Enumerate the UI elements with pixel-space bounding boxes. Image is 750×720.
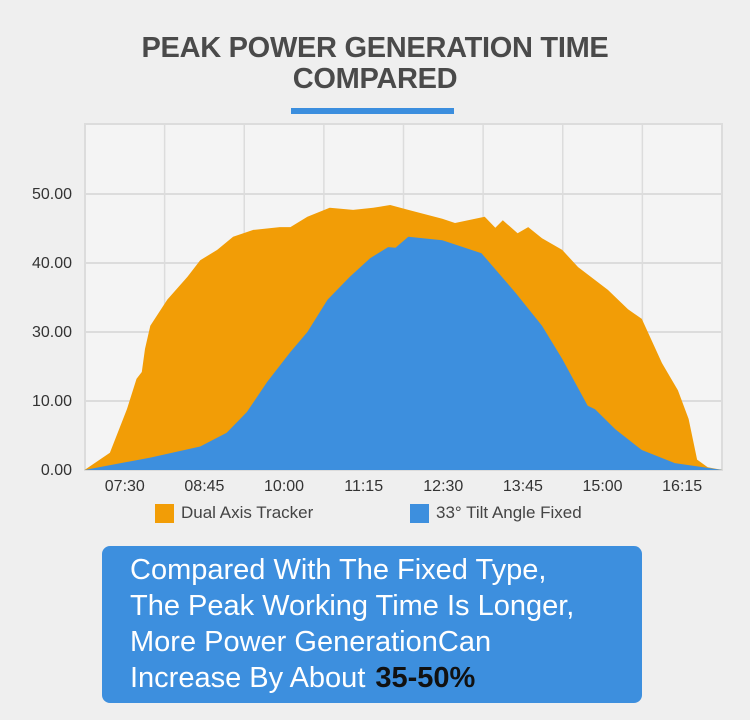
legend-label: Dual Axis Tracker [181,503,314,522]
y-tick-label: 30.00 [32,324,72,341]
callout-line-last: Increase By About 35-50% [130,660,642,696]
legend-swatch-blue [410,503,429,523]
y-axis: 0.00 10.00 30.00 40.00 50.00 [32,186,72,479]
area-chart: 0.00 10.00 30.00 40.00 50.00 07:30 08:45 10:00… [32,123,723,495]
callout-text: Increase By About [130,662,366,694]
x-tick-label: 15:00 [583,478,623,495]
x-axis: 07:30 08:45 10:00 11:15 12:30 13:45 15:00 16:15 [105,478,703,495]
x-tick-label: 16:15 [662,478,702,495]
x-tick-label: 07:30 [105,478,145,495]
callout-line: More Power GenerationCan [130,626,492,658]
area-33-tilt-angle-fixed [84,236,723,470]
x-tick-label: 13:45 [503,478,543,495]
title-underline [291,108,454,114]
increase-percentage: 35-50% [375,662,476,694]
legend-swatch-orange [155,503,174,523]
summary-callout: Compared With The Fixed Type, The Peak W… [102,546,642,703]
callout-line: The Peak Working Time Is Longer, [130,590,575,622]
x-tick-label: 12:30 [423,478,463,495]
title-line-1: PEAK POWER GENERATION TIME [141,32,609,64]
legend-item-fixed: 33° Tilt Angle Fixed [410,503,582,523]
x-tick-label: 10:00 [264,478,304,495]
y-tick-label: 40.00 [32,255,72,272]
y-tick-label: 50.00 [32,186,72,203]
series-areas [84,205,723,470]
legend-label: 33° Tilt Angle Fixed [436,503,582,522]
callout-line: Compared With The Fixed Type, [130,554,547,586]
y-tick-label: 10.00 [32,393,72,410]
page-title: PEAK POWER GENERATION TIME COMPARED [0,33,750,95]
legend-item-dual-axis: Dual Axis Tracker [155,503,313,523]
x-tick-label: 11:15 [344,478,383,495]
x-tick-label: 08:45 [184,478,224,495]
title-line-2: COMPARED [292,63,458,95]
y-tick-label: 0.00 [41,462,72,479]
